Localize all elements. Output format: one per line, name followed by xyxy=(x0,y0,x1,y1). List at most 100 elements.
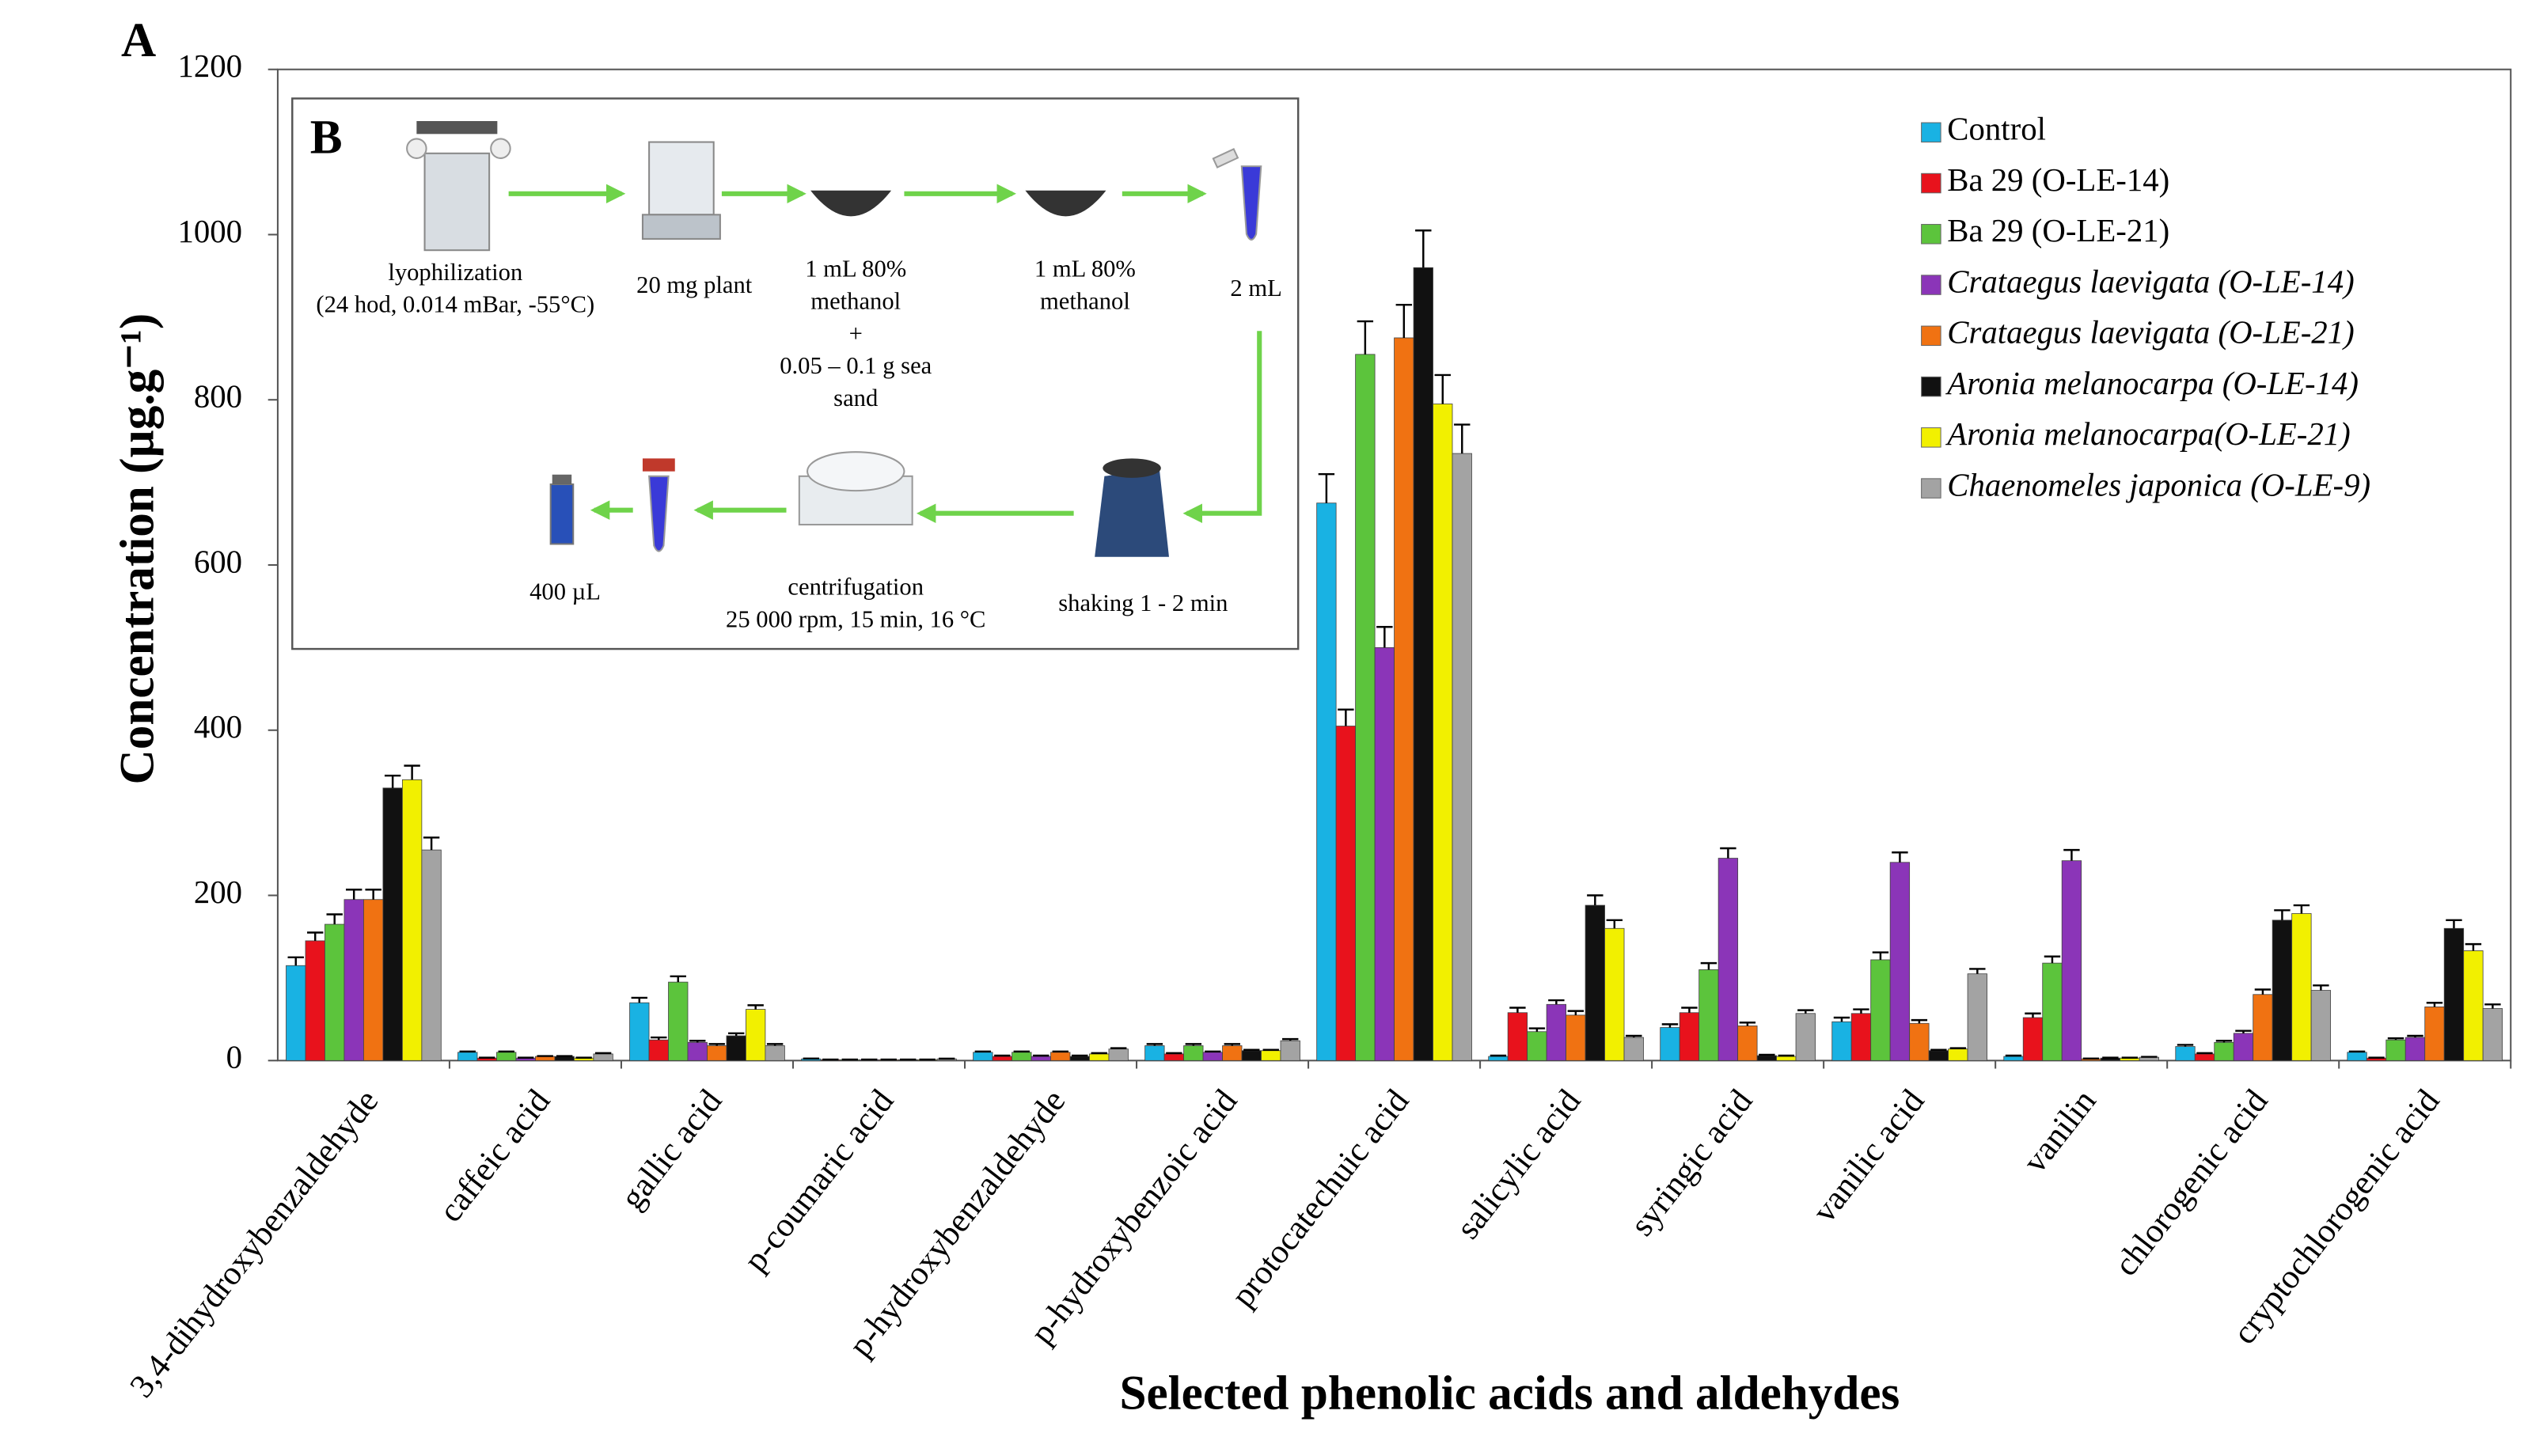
bar xyxy=(2482,1008,2503,1061)
error-bar xyxy=(2426,1001,2443,1007)
error-bar xyxy=(1548,999,1565,1005)
error-bar xyxy=(1587,894,1604,906)
error-bar xyxy=(2102,1056,2119,1059)
error-bar xyxy=(2274,909,2291,920)
error-bar xyxy=(2387,1037,2404,1041)
x-tick-label: vanilic acid xyxy=(1805,1083,1931,1229)
bar xyxy=(1413,267,1433,1061)
legend-label: Control xyxy=(1947,112,2046,147)
bar xyxy=(1069,1056,1090,1061)
error-bar xyxy=(2044,955,2061,964)
legend-label: Aronia melanocarpa (O-LE-14) xyxy=(1945,366,2359,401)
x-axis-title: Selected phenolic acids and aldehydes xyxy=(1119,1367,1900,1420)
bar xyxy=(1623,1037,1644,1061)
error-bar xyxy=(1224,1043,1240,1046)
bar xyxy=(973,1052,993,1061)
legend-swatch xyxy=(1921,224,1941,245)
x-tick-label: gallic acid xyxy=(613,1083,729,1216)
bar xyxy=(1948,1048,1968,1061)
legend-label: Aronia melanocarpa(O-LE-21) xyxy=(1945,416,2351,452)
error-bar xyxy=(326,913,343,925)
error-bar xyxy=(479,1056,495,1059)
bar xyxy=(1108,1048,1129,1061)
legend-swatch xyxy=(1921,275,1941,295)
error-bar xyxy=(2254,988,2272,995)
y-tick-label: 400 xyxy=(194,709,242,745)
flow-arrows xyxy=(508,184,1262,523)
bar xyxy=(1585,904,1605,1061)
bar xyxy=(2233,1033,2254,1061)
bar xyxy=(992,1056,1012,1061)
error-bar xyxy=(1661,1023,1679,1028)
error-bar xyxy=(556,1055,573,1057)
error-bar xyxy=(1338,708,1354,726)
bar xyxy=(2253,994,2273,1061)
x-tick-label: vanilin xyxy=(2016,1083,2103,1180)
error-bar xyxy=(1185,1043,1202,1046)
bar xyxy=(668,981,689,1061)
error-bar xyxy=(1949,1047,1967,1049)
error-bar xyxy=(1833,1016,1850,1022)
y-tick-label: 1000 xyxy=(177,214,242,249)
legend-swatch xyxy=(1921,427,1941,448)
bar xyxy=(1870,959,1891,1061)
error-bar xyxy=(2025,1012,2041,1018)
error-bar xyxy=(631,996,647,1003)
bar xyxy=(496,1052,517,1061)
error-bar xyxy=(2082,1057,2100,1060)
error-bar xyxy=(1681,1007,1698,1013)
bar xyxy=(325,923,345,1061)
legend-label: Chaenomeles japonica (O-LE-9) xyxy=(1947,467,2370,502)
bar xyxy=(286,965,306,1061)
bar xyxy=(629,1002,650,1061)
error-bar xyxy=(365,888,381,900)
bar xyxy=(2194,1053,2215,1061)
step-label: methanol xyxy=(810,288,901,315)
bar xyxy=(2310,990,2332,1061)
bar xyxy=(2424,1007,2445,1061)
x-tick-label: p-coumaric acid xyxy=(737,1083,901,1278)
step-label: methanol xyxy=(1040,288,1130,315)
error-bar xyxy=(1720,847,1736,859)
error-bar xyxy=(2215,1040,2233,1043)
bar xyxy=(554,1056,575,1061)
error-bar xyxy=(1318,472,1335,503)
bar xyxy=(457,1052,478,1061)
error-bar xyxy=(1509,1007,1526,1013)
bar xyxy=(421,849,442,1061)
bar xyxy=(1909,1022,1930,1061)
error-bar xyxy=(1415,229,1432,268)
bar xyxy=(1316,502,1337,1061)
y-tick-label: 0 xyxy=(226,1040,242,1075)
bar xyxy=(2042,962,2063,1061)
bar xyxy=(1261,1050,1281,1061)
error-bar xyxy=(747,1004,764,1010)
bar xyxy=(535,1056,556,1061)
error-bar xyxy=(1376,626,1393,648)
x-tick-label: 3,4-dihydroxybenzaldehyde xyxy=(123,1083,385,1405)
step-label: 1 mL 80% xyxy=(1034,256,1136,282)
bar xyxy=(1144,1045,1165,1061)
bar xyxy=(1163,1053,1184,1061)
bar xyxy=(2175,1046,2196,1061)
bar xyxy=(305,940,325,1061)
error-bar xyxy=(404,764,420,780)
error-bar xyxy=(1357,320,1374,355)
bar xyxy=(2003,1056,2024,1061)
error-bar xyxy=(2177,1044,2194,1047)
bar xyxy=(2291,913,2312,1061)
bar xyxy=(746,1009,766,1061)
error-bar xyxy=(307,931,324,941)
bar xyxy=(1050,1052,1071,1061)
bar xyxy=(1222,1045,1243,1061)
error-bar xyxy=(1969,968,1986,974)
y-tick-label: 800 xyxy=(194,379,242,415)
legend-swatch xyxy=(1921,173,1941,194)
error-bar xyxy=(287,956,304,966)
bar xyxy=(1737,1026,1758,1061)
bar xyxy=(1776,1056,1797,1061)
error-bar xyxy=(518,1056,534,1059)
error-bar xyxy=(1567,1010,1585,1015)
step-label: centrifugation xyxy=(788,574,924,601)
